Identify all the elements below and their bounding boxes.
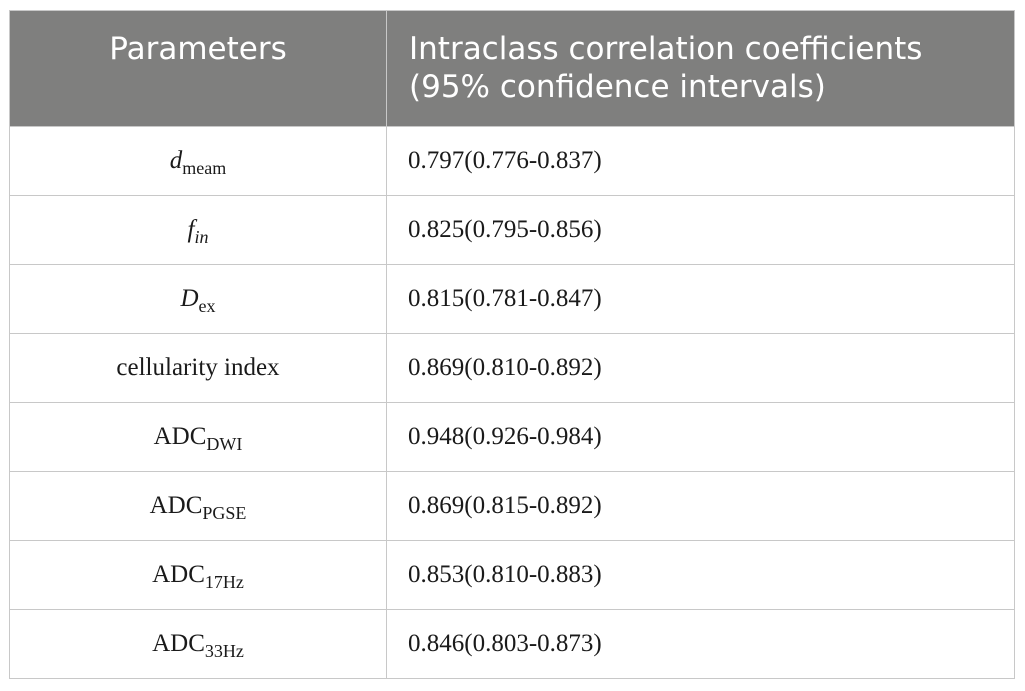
header-icc-line1: Intraclass correlation coefficients: [409, 31, 923, 67]
icc-table: Parameters Intraclass correlation coeffi…: [9, 10, 1015, 679]
param-subscript: PGSE: [202, 503, 247, 523]
table-row: ADCPGSE 0.869(0.815-0.892): [9, 471, 1015, 541]
header-icc: Intraclass correlation coefficients (95%…: [386, 10, 1015, 127]
param-subscript: 17Hz: [204, 572, 244, 592]
param-subscript: in: [194, 227, 209, 247]
header-row: Parameters Intraclass correlation coeffi…: [9, 10, 1015, 127]
header-parameters: Parameters: [9, 10, 387, 127]
param-subscript: meam: [182, 158, 227, 178]
param-name: ADC: [149, 492, 203, 519]
param-cell: ADC33Hz: [9, 609, 387, 679]
table-row: cellularity index 0.869(0.810-0.892): [9, 333, 1015, 403]
table-row: ADC33Hz 0.846(0.803-0.873): [9, 609, 1015, 679]
param-cell: dmeam: [9, 126, 387, 196]
icc-value-cell: 0.825(0.795-0.856): [386, 195, 1015, 265]
param-name: cellularity index: [116, 354, 280, 381]
param-name: d: [169, 147, 183, 174]
icc-value-cell: 0.948(0.926-0.984): [386, 402, 1015, 472]
param-subscript: DWI: [206, 434, 243, 454]
icc-value-cell: 0.869(0.815-0.892): [386, 471, 1015, 541]
table-row: ADC17Hz 0.853(0.810-0.883): [9, 540, 1015, 610]
table-row: Dex 0.815(0.781-0.847): [9, 264, 1015, 334]
param-name: ADC: [152, 561, 205, 588]
param-subscript: 33Hz: [204, 641, 244, 661]
param-cell: ADC17Hz: [9, 540, 387, 610]
icc-value-cell: 0.797(0.776-0.837): [386, 126, 1015, 196]
table-row: dmeam 0.797(0.776-0.837): [9, 126, 1015, 196]
table-row: fin 0.825(0.795-0.856): [9, 195, 1015, 265]
header-icc-line2: (95% confidence intervals): [409, 69, 826, 105]
param-cell: ADCDWI: [9, 402, 387, 472]
icc-value-cell: 0.869(0.810-0.892): [386, 333, 1015, 403]
icc-value-cell: 0.846(0.803-0.873): [386, 609, 1015, 679]
icc-value-cell: 0.815(0.781-0.847): [386, 264, 1015, 334]
param-name: f: [187, 216, 195, 243]
table-header: Parameters Intraclass correlation coeffi…: [9, 10, 1015, 127]
param-cell: cellularity index: [9, 333, 387, 403]
param-name: D: [180, 285, 199, 312]
param-cell: Dex: [9, 264, 387, 334]
param-cell: fin: [9, 195, 387, 265]
table-row: ADCDWI 0.948(0.926-0.984): [9, 402, 1015, 472]
table-body: dmeam 0.797(0.776-0.837) fin 0.825(0.795…: [9, 126, 1015, 679]
param-subscript: ex: [198, 296, 216, 316]
icc-value-cell: 0.853(0.810-0.883): [386, 540, 1015, 610]
param-cell: ADCPGSE: [9, 471, 387, 541]
param-name: ADC: [153, 423, 207, 450]
param-name: ADC: [152, 630, 205, 657]
icc-table-container: Parameters Intraclass correlation coeffi…: [9, 10, 1015, 679]
